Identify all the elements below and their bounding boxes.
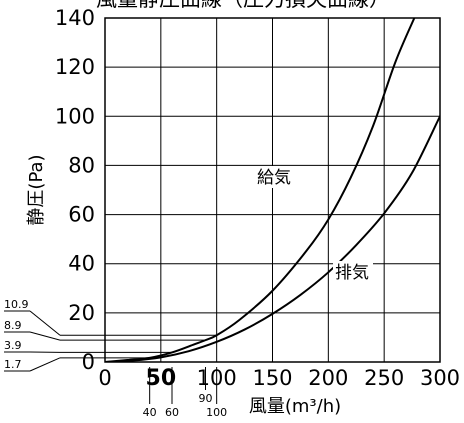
- chart-title: 風量静圧曲線（圧力損失曲線）: [96, 0, 390, 11]
- pressure-annotation-label-0: 10.9: [4, 298, 29, 311]
- y-tick-label-7: 140: [55, 6, 95, 30]
- y-tick-label-6: 120: [55, 55, 95, 79]
- pressure-annotation-label-3: 1.7: [4, 358, 22, 371]
- pressure-annotation-leader-1: [30, 332, 60, 340]
- ref-tick-label-0: 40: [143, 406, 157, 418]
- series-label-0: 給気: [257, 168, 291, 188]
- y-tick-label-4: 80: [68, 153, 95, 177]
- x-tick-label-4: 200: [308, 366, 348, 390]
- pressure-annotation-label-1: 8.9: [4, 319, 22, 332]
- x-axis-label: 風量(m³/h): [249, 396, 341, 417]
- series-label-1: 排気: [335, 263, 369, 283]
- series-line-0: [105, 18, 414, 362]
- pressure-annotation-label-2: 3.9: [4, 339, 22, 352]
- y-tick-label-0: 0: [82, 350, 95, 374]
- series-line-1: [105, 106, 446, 362]
- y-tick-label-5: 100: [55, 104, 95, 128]
- y-tick-label-3: 60: [68, 203, 95, 227]
- x-tick-label-5: 250: [364, 366, 404, 390]
- y-tick-label-1: 20: [68, 301, 95, 325]
- pressure-annotation-leader-0: [30, 311, 60, 335]
- x-tick-label-3: 150: [252, 366, 292, 390]
- ref-tick-label-3: 100: [206, 406, 227, 418]
- y-tick-label-2: 40: [68, 252, 95, 276]
- x-tick-label-0: 0: [98, 366, 111, 390]
- pressure-annotation-leader-3: [30, 358, 60, 371]
- x-tick-label-6: 300: [420, 366, 460, 390]
- ref-tick-label-2: 90: [199, 392, 213, 405]
- ref-tick-label-1: 60: [165, 406, 179, 418]
- y-axis-label: 静圧(Pa): [26, 154, 47, 225]
